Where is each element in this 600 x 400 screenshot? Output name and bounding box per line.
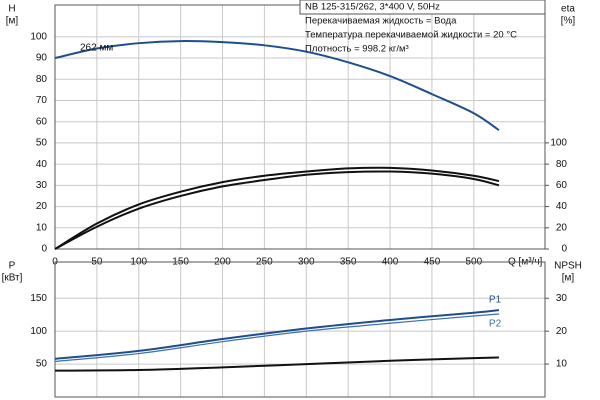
y-tick-label: 0 <box>41 244 47 255</box>
y2-axis-label: [%] <box>561 16 576 27</box>
y-tick-label: 30 <box>36 180 48 191</box>
annotation: Плотность = 998.2 кг/м³ <box>305 44 409 55</box>
y-tick-label: 70 <box>36 95 48 106</box>
y2-tick-label: 10 <box>556 359 568 370</box>
series-label: P2 <box>489 319 502 330</box>
y2-tick-label: 20 <box>556 326 568 337</box>
y2-tick-label: 20 <box>556 222 568 233</box>
y-axis-label: H <box>8 4 15 15</box>
curve <box>54 309 500 360</box>
annotation: NB 125-315/262, 3*400 V, 50Hz <box>305 2 440 13</box>
y-tick-label: 60 <box>36 116 48 127</box>
y-tick-label: 150 <box>30 293 47 304</box>
y-tick-label: 90 <box>36 53 48 64</box>
y-tick-label: 10 <box>36 222 48 233</box>
series-label: 262 мм <box>80 43 113 54</box>
y2-axis-label: eta <box>561 4 575 15</box>
y-tick-label: 20 <box>36 201 48 212</box>
annotation-box <box>299 0 546 15</box>
y2-axis-label: NPSH <box>554 261 582 272</box>
y-tick-label: 50 <box>36 359 48 370</box>
y-tick-label: 40 <box>36 159 48 170</box>
y-tick-label: 80 <box>36 74 48 85</box>
y2-tick-label: 40 <box>556 201 568 212</box>
curve <box>54 356 499 372</box>
y2-tick-label: 60 <box>556 180 568 191</box>
y-tick-label: 100 <box>30 31 47 42</box>
curve <box>54 313 499 363</box>
y-tick-label: 50 <box>36 138 48 149</box>
series-label: P1 <box>489 295 502 306</box>
y2-tick-label: 0 <box>561 244 567 255</box>
y-axis-label: [м] <box>6 16 19 27</box>
curve <box>54 40 500 132</box>
y-axis-label: [кВт] <box>2 273 23 284</box>
y-tick-label: 100 <box>30 326 47 337</box>
curve <box>54 166 500 250</box>
plot-frame <box>54 261 546 398</box>
y2-tick-label: 100 <box>550 138 567 149</box>
y2-tick-label: 80 <box>556 159 568 170</box>
curve <box>54 170 500 250</box>
annotation: Температура перекачиваемой жидкости = 20… <box>305 30 517 41</box>
y2-tick-label: 30 <box>556 293 568 304</box>
y2-axis-label: [м] <box>562 273 575 284</box>
annotation: Перекачиваемая жидкость = Вода <box>305 16 457 27</box>
y-axis-label: P <box>9 261 16 272</box>
